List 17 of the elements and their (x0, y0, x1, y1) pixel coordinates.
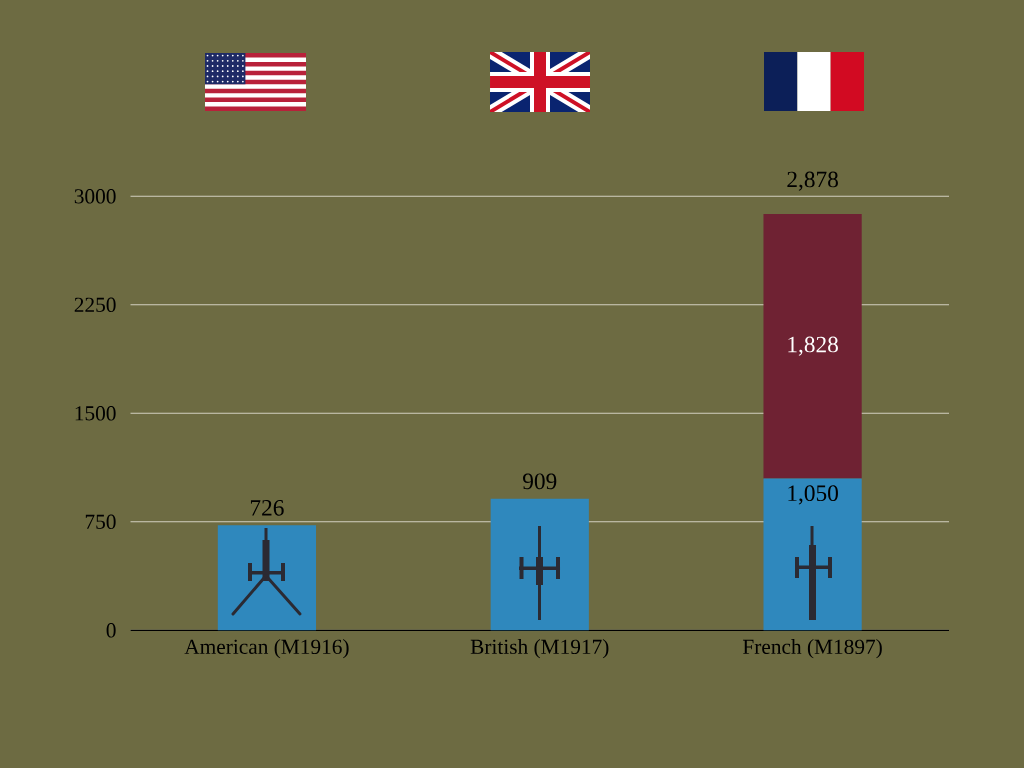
y-tick-label: 2250 (74, 297, 116, 312)
total-label: 2,878 (787, 171, 838, 191)
x-tick-label: British (M1917) (470, 639, 609, 659)
y-tick-label: 750 (85, 514, 116, 529)
bar (763, 478, 862, 631)
bar (217, 525, 317, 631)
bar (490, 498, 589, 631)
y-tick-label: 3000 (74, 189, 116, 204)
total-label: 909 (523, 473, 557, 490)
x-tick-label: French (M1897) (742, 639, 882, 659)
data-label: 1,828 (788, 336, 838, 356)
y-tick-label: 0 (106, 623, 116, 638)
data-label: 1,050 (788, 485, 838, 505)
bar (763, 213, 862, 479)
y-tick-label: 1500 (75, 406, 116, 421)
x-tick-label: American (M1916) (184, 639, 349, 659)
total-label: 726 (250, 499, 284, 516)
